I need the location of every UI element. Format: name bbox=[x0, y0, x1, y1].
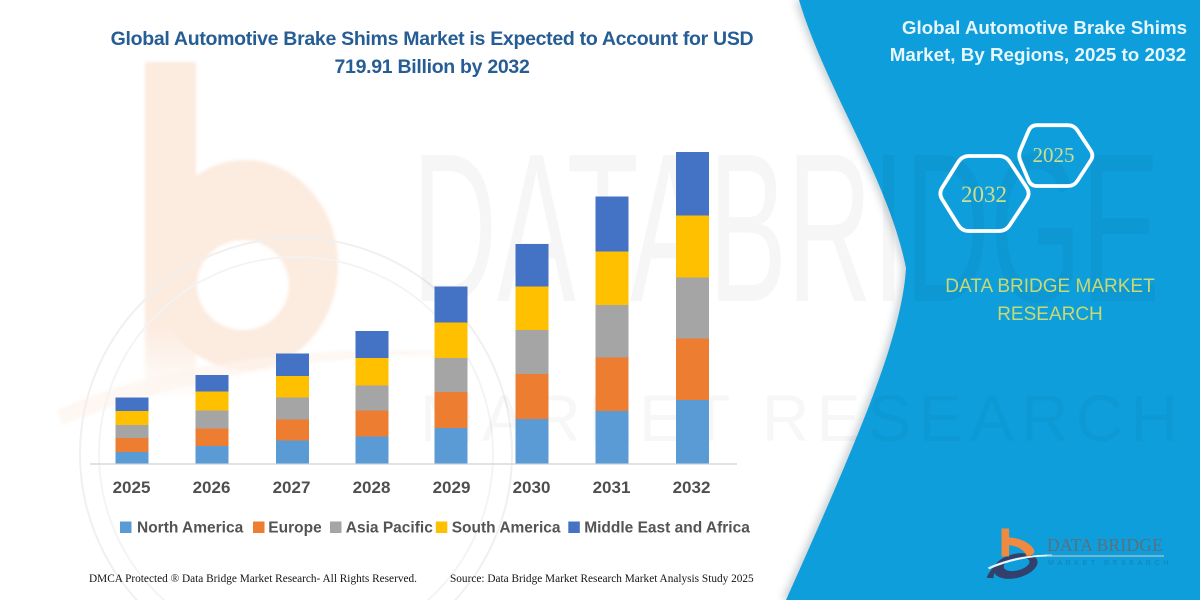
svg-text:South America: South America bbox=[452, 520, 561, 537]
svg-text:719.91 Billion by 2032: 719.91 Billion by 2032 bbox=[334, 56, 529, 78]
svg-text:Middle East and Africa: Middle East and Africa bbox=[584, 520, 750, 537]
svg-text:2030: 2030 bbox=[513, 478, 551, 497]
svg-text:RESEARCH: RESEARCH bbox=[997, 304, 1103, 325]
svg-text:DMCA Protected ® Data Bridge M: DMCA Protected ® Data Bridge Market Rese… bbox=[89, 573, 417, 585]
svg-text:2025: 2025 bbox=[113, 478, 151, 497]
svg-text:2032: 2032 bbox=[961, 182, 1007, 207]
svg-text:Asia Pacific: Asia Pacific bbox=[346, 520, 433, 537]
svg-text:Source: Data Bridge Market Res: Source: Data Bridge Market Research Mark… bbox=[450, 573, 754, 585]
svg-text:Market, By Regions, 2025 to 20: Market, By Regions, 2025 to 2032 bbox=[890, 44, 1186, 65]
svg-text:MARKET RESEARCH: MARKET RESEARCH bbox=[1048, 560, 1172, 567]
svg-text:Global Automotive Brake Shims: Global Automotive Brake Shims Market is … bbox=[111, 28, 754, 50]
svg-text:2027: 2027 bbox=[273, 478, 311, 497]
svg-text:DATA BRIDGE MARKET: DATA BRIDGE MARKET bbox=[945, 276, 1155, 297]
svg-text:2031: 2031 bbox=[593, 478, 631, 497]
svg-text:Europe: Europe bbox=[268, 520, 322, 537]
svg-text:2028: 2028 bbox=[353, 478, 391, 497]
svg-text:2026: 2026 bbox=[193, 478, 231, 497]
svg-text:North America: North America bbox=[137, 520, 244, 537]
svg-text:2029: 2029 bbox=[433, 478, 471, 497]
svg-text:2032: 2032 bbox=[673, 478, 711, 497]
svg-text:Global Automotive Brake Shims: Global Automotive Brake Shims bbox=[902, 17, 1187, 38]
svg-text:DATA BRIDGE: DATA BRIDGE bbox=[1047, 535, 1163, 555]
svg-text:2025: 2025 bbox=[1033, 143, 1075, 167]
